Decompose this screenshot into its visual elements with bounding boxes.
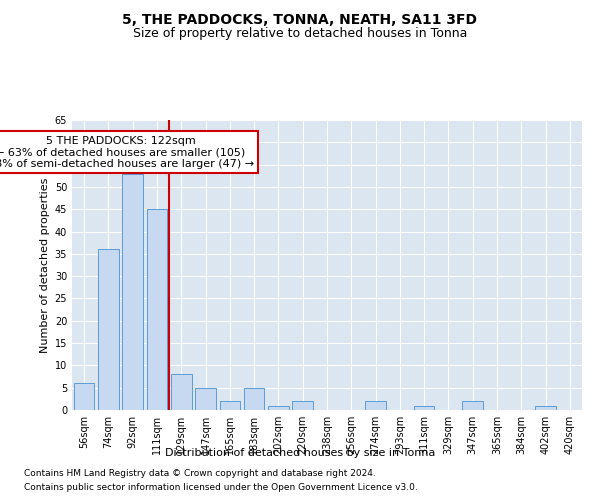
Text: Size of property relative to detached houses in Tonna: Size of property relative to detached ho…: [133, 28, 467, 40]
Bar: [74, 383, 94, 410]
Text: 5, THE PADDOCKS, TONNA, NEATH, SA11 3FD: 5, THE PADDOCKS, TONNA, NEATH, SA11 3FD: [122, 12, 478, 26]
Bar: [365, 401, 386, 410]
Bar: [220, 401, 240, 410]
Text: Contains public sector information licensed under the Open Government Licence v3: Contains public sector information licen…: [24, 484, 418, 492]
Text: Distribution of detached houses by size in Tonna: Distribution of detached houses by size …: [165, 448, 435, 458]
Y-axis label: Number of detached properties: Number of detached properties: [40, 178, 50, 352]
Bar: [146, 209, 167, 410]
Text: 5 THE PADDOCKS: 122sqm
← 63% of detached houses are smaller (105)
28% of semi-de: 5 THE PADDOCKS: 122sqm ← 63% of detached…: [0, 136, 254, 169]
Bar: [535, 406, 556, 410]
Bar: [292, 401, 313, 410]
Bar: [122, 174, 143, 410]
Bar: [171, 374, 191, 410]
Bar: [414, 406, 434, 410]
Bar: [244, 388, 265, 410]
Text: Contains HM Land Registry data © Crown copyright and database right 2024.: Contains HM Land Registry data © Crown c…: [24, 468, 376, 477]
Bar: [195, 388, 216, 410]
Bar: [463, 401, 483, 410]
Bar: [98, 250, 119, 410]
Bar: [268, 406, 289, 410]
